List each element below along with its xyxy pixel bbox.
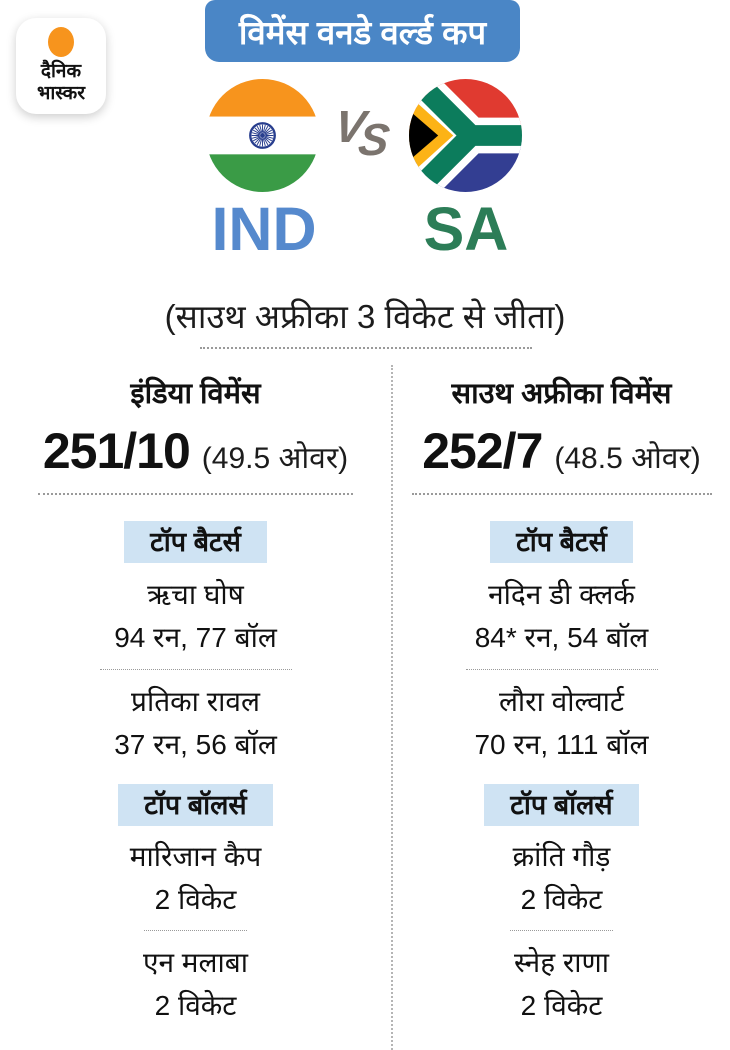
top-bowlers-badge: टॉप बॉलर्स — [118, 784, 273, 826]
sun-dot-icon — [48, 27, 74, 57]
brand-name-line2: भास्कर — [36, 83, 86, 104]
vs-label: V S — [331, 101, 401, 175]
score-divider — [38, 493, 353, 495]
top-bowlers-badge: टॉप बॉलर्स — [484, 784, 639, 826]
brand-name: दैनिक भास्कर — [37, 61, 85, 105]
batter-stat: 94 रन, 77 बॉल — [114, 622, 277, 653]
player-divider — [144, 930, 247, 931]
score-line: 251/10 (49.5 ओवर) — [43, 423, 348, 479]
score: 252/7 — [422, 423, 543, 479]
batter-stat: 37 रन, 56 बॉल — [114, 729, 277, 760]
south-africa-flag-icon — [409, 79, 522, 192]
bowler-name: मारिजान कैप — [129, 841, 262, 872]
chakra-spokes — [251, 124, 274, 147]
bowler-stat: 2 विकेट — [520, 884, 603, 915]
bowler-stat: 2 विकेट — [154, 884, 237, 915]
top-batters-badge: टॉप बैटर्स — [124, 521, 267, 563]
india-flag-icon — [206, 79, 319, 192]
result-divider — [200, 347, 532, 349]
team-name: इंडिया विमेंस — [130, 378, 261, 410]
overs: (48.5 ओवर) — [554, 442, 701, 475]
batter-name: लौरा वोल्वार्ट — [498, 686, 625, 717]
bowler-name: स्नेह राणा — [513, 947, 610, 978]
bowler-stat: 2 विकेट — [520, 990, 603, 1021]
page-title: विमेंस वनडे वर्ल्ड कप — [238, 13, 487, 51]
top-batters-badge: टॉप बैटर्स — [490, 521, 633, 563]
batter-name: नदिन डी क्लर्क — [488, 579, 635, 610]
player-divider — [99, 669, 292, 670]
bowler-name: एन मलाबा — [142, 947, 249, 978]
brand-name-line1: दैनिक — [40, 61, 82, 82]
bowler-stat: 2 विकेट — [154, 990, 237, 1021]
overs: (49.5 ओवर) — [201, 442, 349, 475]
team-code-sa: SA — [423, 195, 509, 263]
title-banner: विमेंस वनडे वर्ल्ड कप — [205, 0, 520, 62]
team-name: साउथ अफ्रीका विमेंस — [451, 378, 672, 410]
innings-panel-india: इंडिया विमेंस 251/10 (49.5 ओवर) टॉप बैटर… — [0, 365, 393, 1050]
score: 251/10 — [42, 423, 191, 479]
bowler-name: क्रांति गौड़ — [512, 841, 611, 872]
match-result: (साउथ अफ्रीका 3 विकेट से जीता) — [164, 298, 566, 335]
player-divider — [510, 930, 613, 931]
dainik-bhaskar-logo: दैनिक भास्कर — [16, 18, 106, 114]
batter-stat: 70 रन, 111 बॉल — [474, 729, 649, 760]
batter-stat: 84* रन, 54 बॉल — [474, 622, 649, 653]
batter-name: ऋचा घोष — [147, 579, 244, 610]
score-divider — [411, 493, 712, 495]
innings-columns: इंडिया विमेंस 251/10 (49.5 ओवर) टॉप बैटर… — [0, 365, 730, 1050]
innings-panel-south-africa: साउथ अफ्रीका विमेंस 252/7 (48.5 ओवर) टॉप… — [393, 365, 730, 1050]
team-code-ind: IND — [211, 195, 317, 263]
player-divider — [465, 669, 658, 670]
vs-letter-s: S — [355, 114, 393, 165]
batter-name: प्रतिका रावल — [131, 686, 260, 717]
score-line: 252/7 (48.5 ओवर) — [422, 423, 700, 479]
